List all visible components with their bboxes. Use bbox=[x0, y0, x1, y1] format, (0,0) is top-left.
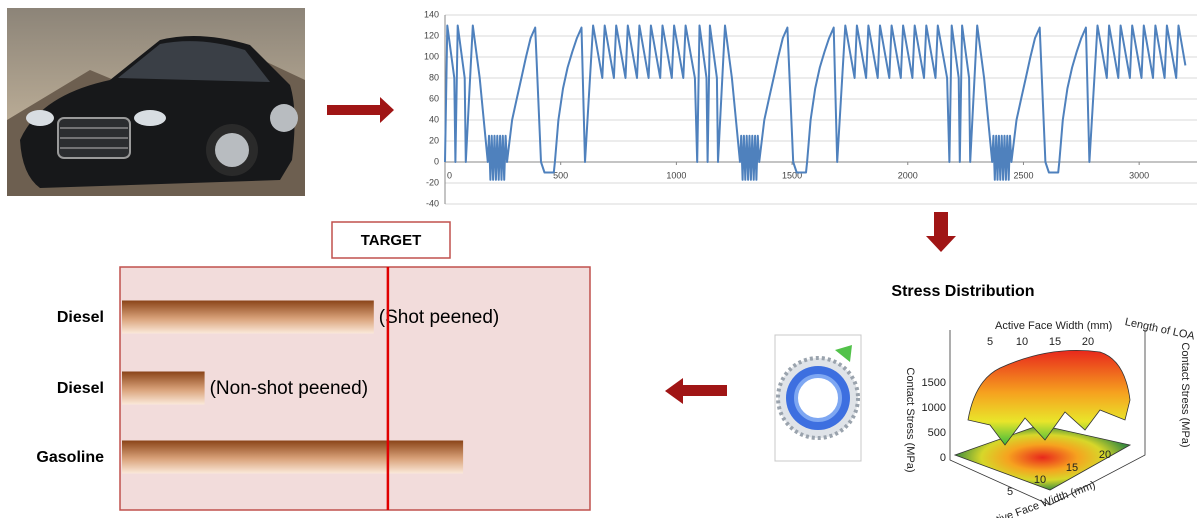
axis-tick: 10 bbox=[1034, 474, 1046, 486]
y-tick-label: -20 bbox=[426, 177, 439, 187]
x-tick-label: 1000 bbox=[666, 170, 686, 180]
x-tick-label: 2000 bbox=[898, 170, 918, 180]
axis-tick: 0 bbox=[940, 452, 946, 464]
drive-cycle-chart: -40 -20 0 20 40 60 80 100 120 140 0 500 1000 1500 2000… bbox=[415, 6, 1197, 212]
y-tick-label: 20 bbox=[429, 135, 439, 145]
axis-tick: 20 bbox=[1099, 449, 1111, 461]
car-photo bbox=[7, 8, 305, 196]
x-tick-label: 1500 bbox=[782, 170, 802, 180]
y-tick-label: 140 bbox=[424, 9, 439, 19]
arrow-down bbox=[926, 210, 956, 252]
category-label: Gasoline bbox=[36, 449, 104, 466]
axis-tick: 1500 bbox=[922, 377, 946, 389]
bar bbox=[122, 371, 205, 405]
axis-tick: 10 bbox=[1016, 336, 1028, 348]
x-tick-label: 500 bbox=[553, 170, 568, 180]
x-tick-label: 3000 bbox=[1129, 170, 1149, 180]
axis-label: Active Face Width (mm) bbox=[995, 320, 1112, 332]
arrow-right bbox=[327, 97, 394, 123]
x-tick-label: 2500 bbox=[1013, 170, 1033, 180]
bar-note: (Shot peened) bbox=[379, 307, 499, 328]
axis-tick: 15 bbox=[1049, 336, 1061, 348]
y-tick-label: 80 bbox=[429, 72, 439, 82]
axis-tick: 500 bbox=[928, 427, 946, 439]
axis-label: Contact Stress (MPa) bbox=[1179, 342, 1191, 447]
axis-tick: 20 bbox=[1082, 336, 1094, 348]
bar bbox=[122, 300, 374, 334]
bar bbox=[122, 440, 464, 474]
y-tick-label: 40 bbox=[429, 114, 439, 124]
y-tick-label: 120 bbox=[424, 30, 439, 40]
axis-tick: 5 bbox=[987, 336, 993, 348]
target-box bbox=[331, 221, 451, 259]
axis-tick: 1000 bbox=[922, 402, 946, 414]
y-tick-label: 60 bbox=[429, 93, 439, 103]
category-label: Diesel bbox=[57, 380, 104, 397]
stress-title: Stress Distribution bbox=[891, 283, 1034, 300]
target-bar-chart: Diesel (Shot peened) Diesel (Non-shot peene… bbox=[36, 221, 591, 511]
axis-tick: 15 bbox=[1066, 462, 1078, 474]
gear-image bbox=[774, 334, 862, 462]
arrow-left bbox=[665, 378, 727, 404]
y-tick-label: 100 bbox=[424, 51, 439, 61]
axis-tick: 5 bbox=[1007, 486, 1013, 498]
y-tick-label: -40 bbox=[426, 198, 439, 208]
target-label: TARGET bbox=[361, 232, 422, 249]
category-label: Diesel bbox=[57, 309, 104, 326]
x-tick-label: 0 bbox=[447, 170, 452, 180]
speed-line bbox=[444, 24, 1187, 181]
axis-label: Contact Stress (MPa) bbox=[904, 367, 916, 472]
y-tick-label: 0 bbox=[434, 156, 439, 166]
bar-note: (Non-shot peened) bbox=[210, 378, 368, 399]
